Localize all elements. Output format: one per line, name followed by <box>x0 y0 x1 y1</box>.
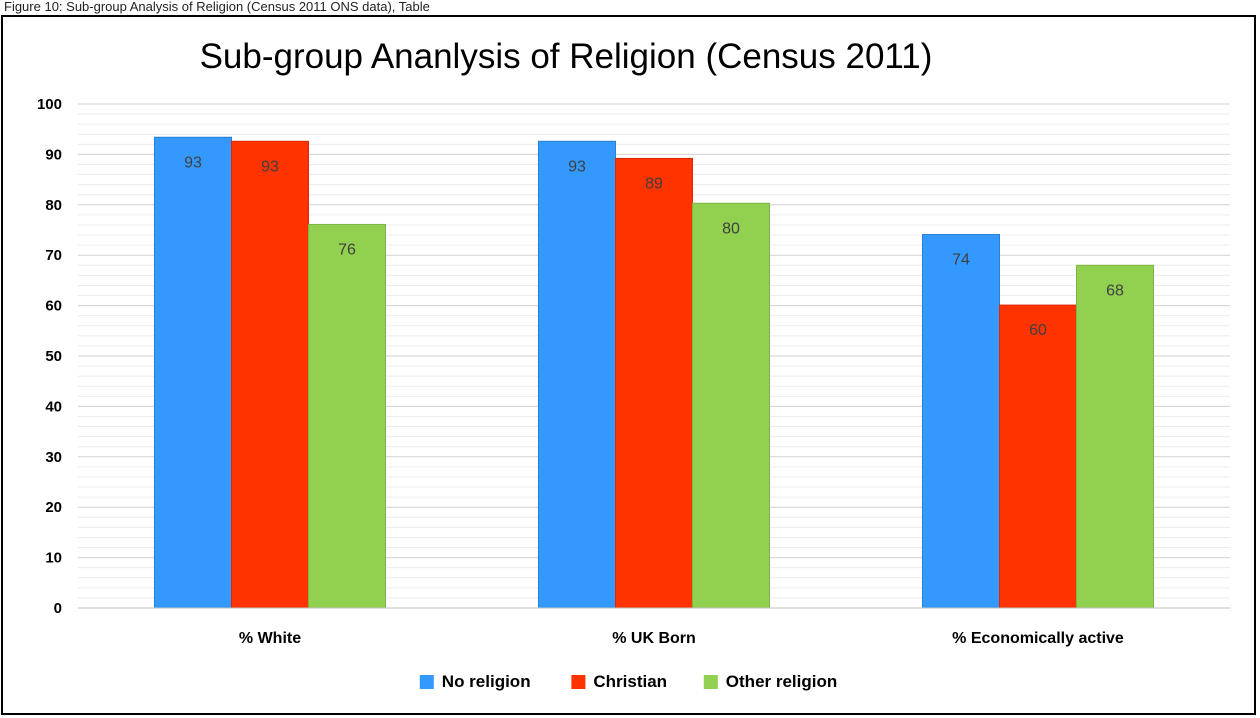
bar <box>308 223 386 609</box>
bar <box>999 304 1077 609</box>
bar <box>538 140 616 609</box>
legend-label: No religion <box>442 672 531 691</box>
y-tick-label: 90 <box>45 146 62 163</box>
y-tick-label: 100 <box>37 96 62 113</box>
chart-title: Sub-group Ananlysis of Religion (Census … <box>200 37 933 76</box>
bar <box>692 202 770 609</box>
y-axis: 0 10 20 30 40 50 60 70 80 90 100 <box>37 96 62 617</box>
data-label: 89 <box>645 175 663 192</box>
data-label: 80 <box>722 220 740 237</box>
bar <box>1076 264 1154 609</box>
data-label: 68 <box>1106 282 1124 299</box>
data-label: 93 <box>568 158 586 175</box>
legend: No religion Christian Other religion <box>419 672 837 691</box>
legend-label: Christian <box>593 672 667 691</box>
y-tick-label: 50 <box>45 348 62 365</box>
x-tick-label: % Economically active <box>952 630 1124 647</box>
bar <box>154 136 232 609</box>
data-label: 60 <box>1029 322 1047 339</box>
legend-label: Other religion <box>726 672 837 691</box>
y-tick-label: 80 <box>45 197 62 214</box>
bar <box>615 157 693 609</box>
legend-swatch <box>419 675 434 689</box>
data-label: 93 <box>261 158 279 175</box>
bars: 93 93 76 93 89 80 74 60 68 <box>154 136 1154 609</box>
bar <box>922 234 1000 609</box>
y-tick-label: 70 <box>45 247 62 264</box>
x-tick-label: % White <box>239 630 301 647</box>
y-tick-label: 20 <box>45 499 62 516</box>
data-label: 74 <box>952 252 970 269</box>
y-tick-label: 30 <box>45 449 62 466</box>
legend-swatch <box>703 675 718 689</box>
bar <box>231 140 309 609</box>
data-label: 93 <box>184 154 202 171</box>
x-axis: % White % UK Born % Economically active <box>78 607 1230 647</box>
y-tick-label: 60 <box>45 298 62 315</box>
figure-caption: Figure 10: Sub-group Analysis of Religio… <box>4 0 430 14</box>
y-tick-label: 0 <box>54 600 62 617</box>
y-tick-label: 10 <box>45 550 62 567</box>
legend-swatch <box>571 675 586 689</box>
data-label: 76 <box>338 241 356 258</box>
y-tick-label: 40 <box>45 398 62 415</box>
x-tick-label: % UK Born <box>612 630 696 647</box>
